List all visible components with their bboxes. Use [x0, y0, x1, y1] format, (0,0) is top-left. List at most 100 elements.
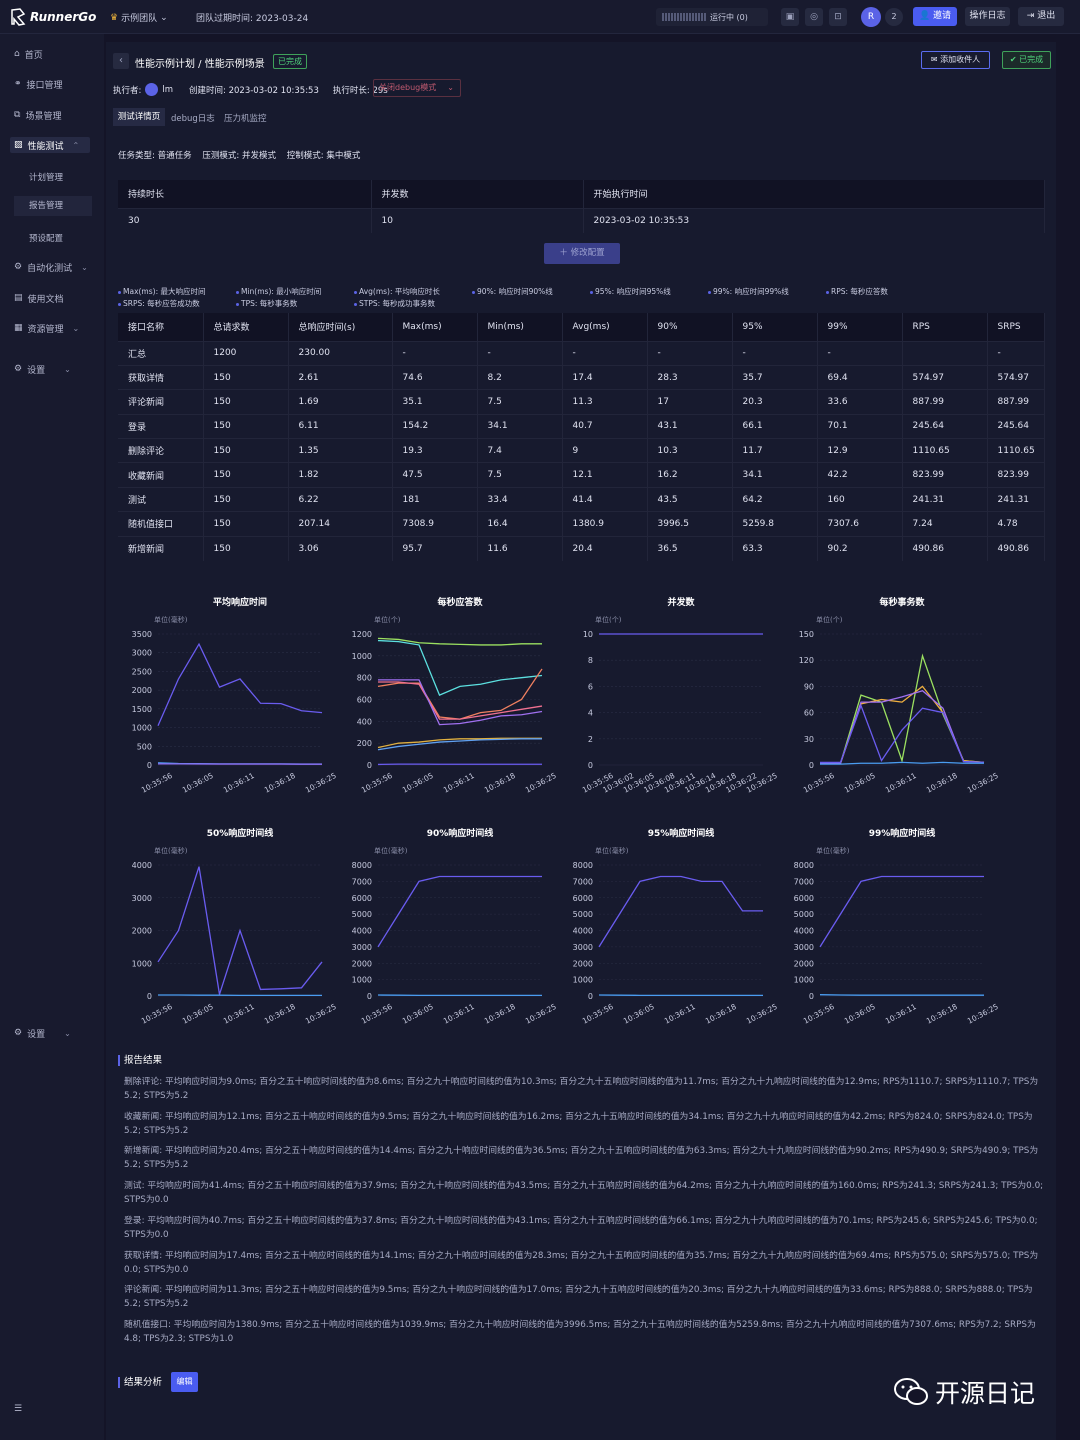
tab-debug-log[interactable]: debug日志 [171, 114, 215, 124]
chart-unit: 单位(个) [374, 615, 401, 624]
x-tick-label: 10:36:11 [222, 771, 256, 795]
table-cell: 41.4 [562, 486, 648, 512]
y-tick-label: 3500 [132, 630, 152, 639]
monitor-icon: ▦ [14, 323, 23, 333]
table-cell: 154.2 [392, 413, 478, 439]
y-tick-label: 4 [588, 709, 593, 718]
x-tick-label: 10:36:25 [304, 1002, 338, 1026]
chart-unit: 单位(毫秒) [595, 846, 629, 855]
sidebar-item-settings-bottom[interactable]: ⚙ 设置 ⌄ [14, 1025, 71, 1041]
sidebar-item-auto-test[interactable]: ⚙ 自动化测试 ⌄ [14, 259, 88, 275]
y-tick-label: 1000 [352, 976, 372, 985]
sidebar-item-home[interactable]: ⌂ 首页 [14, 46, 43, 62]
x-tick-label: 10:35:56 [360, 771, 394, 795]
x-tick-label: 10:36:25 [966, 1002, 1000, 1026]
app-logo[interactable]: RunnerGo [10, 8, 96, 26]
sidebar-item-api[interactable]: ⚭ 接口管理 [14, 76, 63, 92]
table-cell: 19.3 [392, 438, 478, 463]
x-tick-label: 10:36:05 [401, 1002, 435, 1026]
series-line [157, 642, 323, 726]
table-cell: 6.22 [288, 486, 393, 512]
sidebar-item-performance[interactable]: ▨ 性能测试 ⌃ [10, 137, 90, 153]
table-cell: 95.7 [392, 535, 478, 561]
x-tick-label: 10:36:05 [843, 1002, 877, 1026]
table-cell: 7.5 [477, 462, 563, 488]
table-cell: 150 [203, 486, 289, 512]
running-status[interactable]: 运行中 (0) [656, 8, 768, 26]
tab-machine-monitor[interactable]: 压力机监控 [224, 114, 267, 124]
operation-log-button[interactable]: 操作日志 [965, 7, 1010, 26]
progress-bars-icon [662, 13, 706, 21]
legend-item: Max(ms): 最大响应时间 [118, 286, 205, 297]
avatar[interactable]: R [861, 7, 881, 27]
sidebar-item-preset[interactable]: 预设配置 [29, 234, 64, 244]
table-cell: 11.6 [477, 535, 563, 561]
sidebar-item-resources[interactable]: ▦ 资源管理 ⌄ [14, 320, 79, 336]
table-cell: 150 [203, 511, 289, 537]
back-button[interactable]: ‹ [113, 53, 129, 69]
add-recipient-button[interactable]: ✉ 添加收件人 [921, 51, 990, 69]
logout-label: 退出 [1037, 11, 1056, 21]
config-value: 2023-03-02 10:35:53 [583, 207, 1045, 233]
collapse-menu-icon[interactable]: ☰ [14, 1404, 23, 1414]
chevron-down-icon: ⌄ [72, 323, 80, 333]
table-cell: 40.7 [562, 413, 648, 439]
team-switcher[interactable]: ♛ 示例团队 ⌄ [110, 11, 168, 25]
y-tick-label: 5000 [794, 910, 814, 919]
table-cell: 230.00 [288, 340, 393, 366]
finished-button[interactable]: ✔ 已完成 [1002, 51, 1051, 69]
y-tick-label: 0 [147, 992, 152, 1001]
table-cell: 150 [203, 413, 289, 439]
legend-label: 95%: 响应时间95%线 [595, 287, 671, 296]
modify-config-button[interactable]: ＋ 修改配置 [544, 243, 620, 264]
table-cell: 7.24 [902, 511, 988, 537]
table-cell: 7308.9 [392, 511, 478, 537]
chevron-down-icon: ⌄ [160, 12, 168, 23]
doc-icon[interactable]: ⊡ [829, 8, 847, 26]
tab-test-detail[interactable]: 测试详情页 [113, 108, 165, 126]
y-tick-label: 600 [357, 696, 372, 705]
executor-label: 执行者: [113, 85, 142, 96]
table-cell: 17 [647, 389, 733, 415]
series-line [378, 681, 543, 720]
x-tick-label: 10:36:25 [524, 771, 558, 795]
table-cell: 新增新闻 [118, 535, 204, 561]
crown-icon: ♛ [110, 12, 119, 23]
x-tick-label: 10:36:18 [483, 771, 517, 795]
table-row: 收藏新闻 150 1.82 47.5 7.5 12.1 16.2 34.1 42.2 823.99… [118, 462, 1045, 488]
sidebar-item-plan[interactable]: 计划管理 [29, 173, 64, 183]
table-cell: 7.5 [477, 389, 563, 415]
gear-icon: ⚙ [14, 1028, 23, 1038]
debug-select-label: 关闭debug模式 [379, 83, 437, 92]
sidebar-item-scene[interactable]: ⧉ 场景管理 [14, 107, 61, 123]
runnergo-logo-icon [11, 8, 26, 26]
y-tick-label: 2000 [132, 927, 152, 936]
chart-unit: 单位(个) [595, 615, 622, 624]
table-cell: - [392, 340, 478, 366]
sidebar-item-report[interactable]: 报告管理 [14, 196, 92, 216]
y-tick-label: 0 [367, 992, 372, 1001]
logout-button[interactable]: ⇥ 退出 [1018, 7, 1064, 26]
help-icon[interactable]: ◎ [805, 8, 823, 26]
invite-button[interactable]: 👤 邀请 [913, 7, 957, 26]
chart-title: 平均响应时间 [213, 596, 267, 608]
sidebar-item-label: 使用文档 [27, 294, 64, 305]
member-count[interactable]: 2 [885, 8, 903, 26]
watermark: 开源日记 [893, 1374, 1035, 1410]
table-cell: 490.86 [987, 535, 1045, 561]
sidebar-item-label: 接口管理 [26, 80, 63, 91]
table-cell: 241.31 [987, 486, 1045, 512]
chart-title: 每秒事务数 [879, 596, 925, 608]
edit-button[interactable]: 编辑 [171, 1372, 198, 1392]
series-line [820, 761, 984, 765]
sidebar-item-settings[interactable]: ⚙ 设置 ⌄ [14, 361, 71, 377]
window-icon[interactable]: ▣ [781, 8, 799, 26]
table-row: 获取详情 150 2.61 74.6 8.2 17.4 28.3 35.7 69.4 574.97… [118, 364, 1045, 390]
sidebar-item-docs[interactable]: ▤ 使用文档 [14, 290, 64, 306]
series-line [377, 668, 543, 720]
sidebar-item-label: 自动化测试 [27, 263, 73, 274]
debug-mode-select[interactable]: 关闭debug模式 ⌄ [373, 79, 461, 97]
config-header: 持续时长 [118, 180, 372, 208]
